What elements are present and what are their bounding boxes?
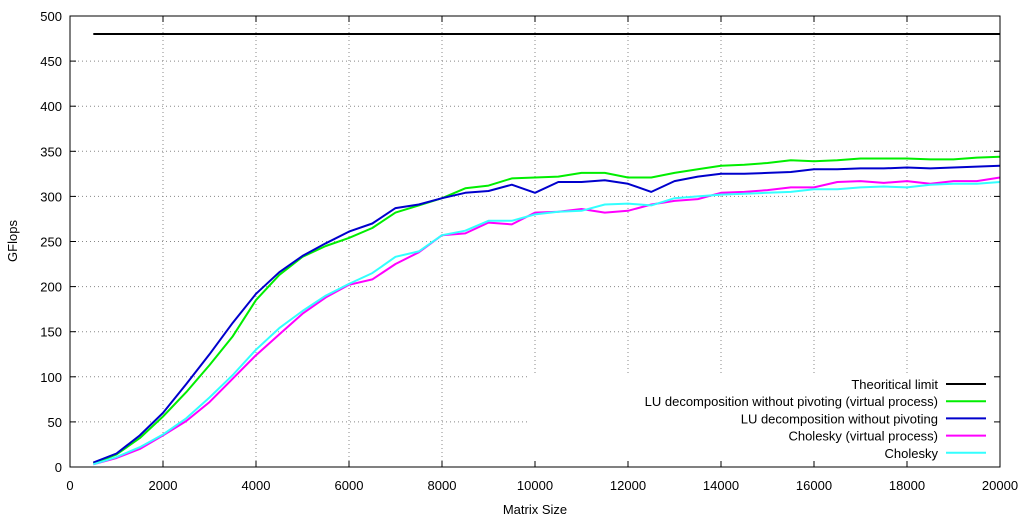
x-tick-label: 4000 [242,478,271,493]
x-tick-label: 8000 [428,478,457,493]
x-tick-label: 6000 [335,478,364,493]
legend: Theoritical limit LU decomposition withou… [645,377,986,461]
y-tick-label: 500 [40,9,62,24]
x-tick-label: 2000 [149,478,178,493]
legend-label: Cholesky [885,446,939,461]
y-tick-label: 450 [40,54,62,69]
x-tick-label: 0 [66,478,73,493]
x-tick-label: 18000 [889,478,925,493]
x-axis-label: Matrix Size [503,502,567,517]
y-tick-label: 350 [40,144,62,159]
x-tick-label: 20000 [982,478,1018,493]
y-axis-label: GFlops [5,220,20,262]
y-tick-label: 250 [40,235,62,250]
legend-label: Theoritical limit [851,377,938,392]
axis-ticks: 0 2000 4000 6000 8000 10000 12000 14000 16000 180… [40,9,1018,493]
series-line-1 [92,155,1001,465]
y-tick-label: 150 [40,325,62,340]
x-tick-label: 16000 [796,478,832,493]
y-tick-label: 0 [55,460,62,475]
series-lines [92,33,1001,466]
series-line-2 [92,164,1001,464]
x-tick-label: 10000 [517,478,553,493]
series-line-4 [93,181,1001,466]
y-tick-label: 50 [48,415,62,430]
y-tick-label: 200 [40,280,62,295]
y-tick-label: 300 [40,189,62,204]
y-tick-label: 400 [40,99,62,114]
legend-label: LU decomposition without pivoting [741,411,938,426]
x-tick-label: 12000 [610,478,646,493]
legend-label: LU decomposition without pivoting (virtu… [645,394,938,409]
x-tick-label: 14000 [703,478,739,493]
grid-lines [70,16,1000,467]
y-tick-label: 100 [40,370,62,385]
legend-label: Cholesky (virtual process) [788,429,938,444]
